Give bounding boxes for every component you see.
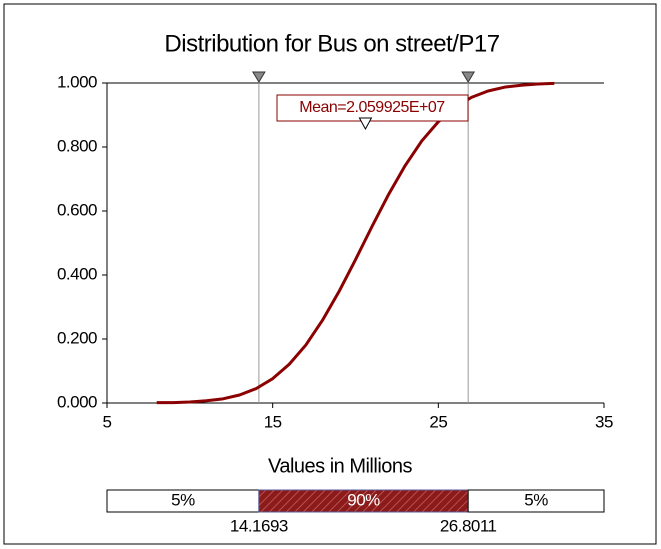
x-tick-label: 5 [103,412,112,431]
y-tick-label: 1.000 [57,72,97,91]
percent-label: 5% [524,490,548,509]
x-axis-label: Values in Millions [268,455,413,477]
x-tick-label: 35 [595,412,613,431]
x-tick-label: 25 [429,412,447,431]
delimiter-marker [252,71,266,83]
mean-marker [358,117,373,131]
percent-segment [467,489,605,513]
frame [3,3,657,545]
mean-label: Mean=2.059925E+07 [299,99,445,116]
cdf-line [156,81,555,405]
y-tick-label: 0.200 [57,328,97,347]
y-tick-label: 0.600 [57,200,97,219]
percent-label: 90% [347,490,380,509]
y-tick-label: 0.400 [57,264,97,283]
delimiter-label: 14.1693 [230,516,288,535]
mean-box [276,94,469,122]
delimiter-label: 26.8011 [440,516,497,535]
delimiter-marker [461,71,476,83]
x-tick-label: 15 [264,412,282,431]
y-tick-label: 0.000 [57,392,97,411]
y-tick-label: 0.800 [57,136,97,155]
chart-title: Distribution for Bus on street/P17 [164,30,499,57]
percent-label: 5% [171,490,195,509]
